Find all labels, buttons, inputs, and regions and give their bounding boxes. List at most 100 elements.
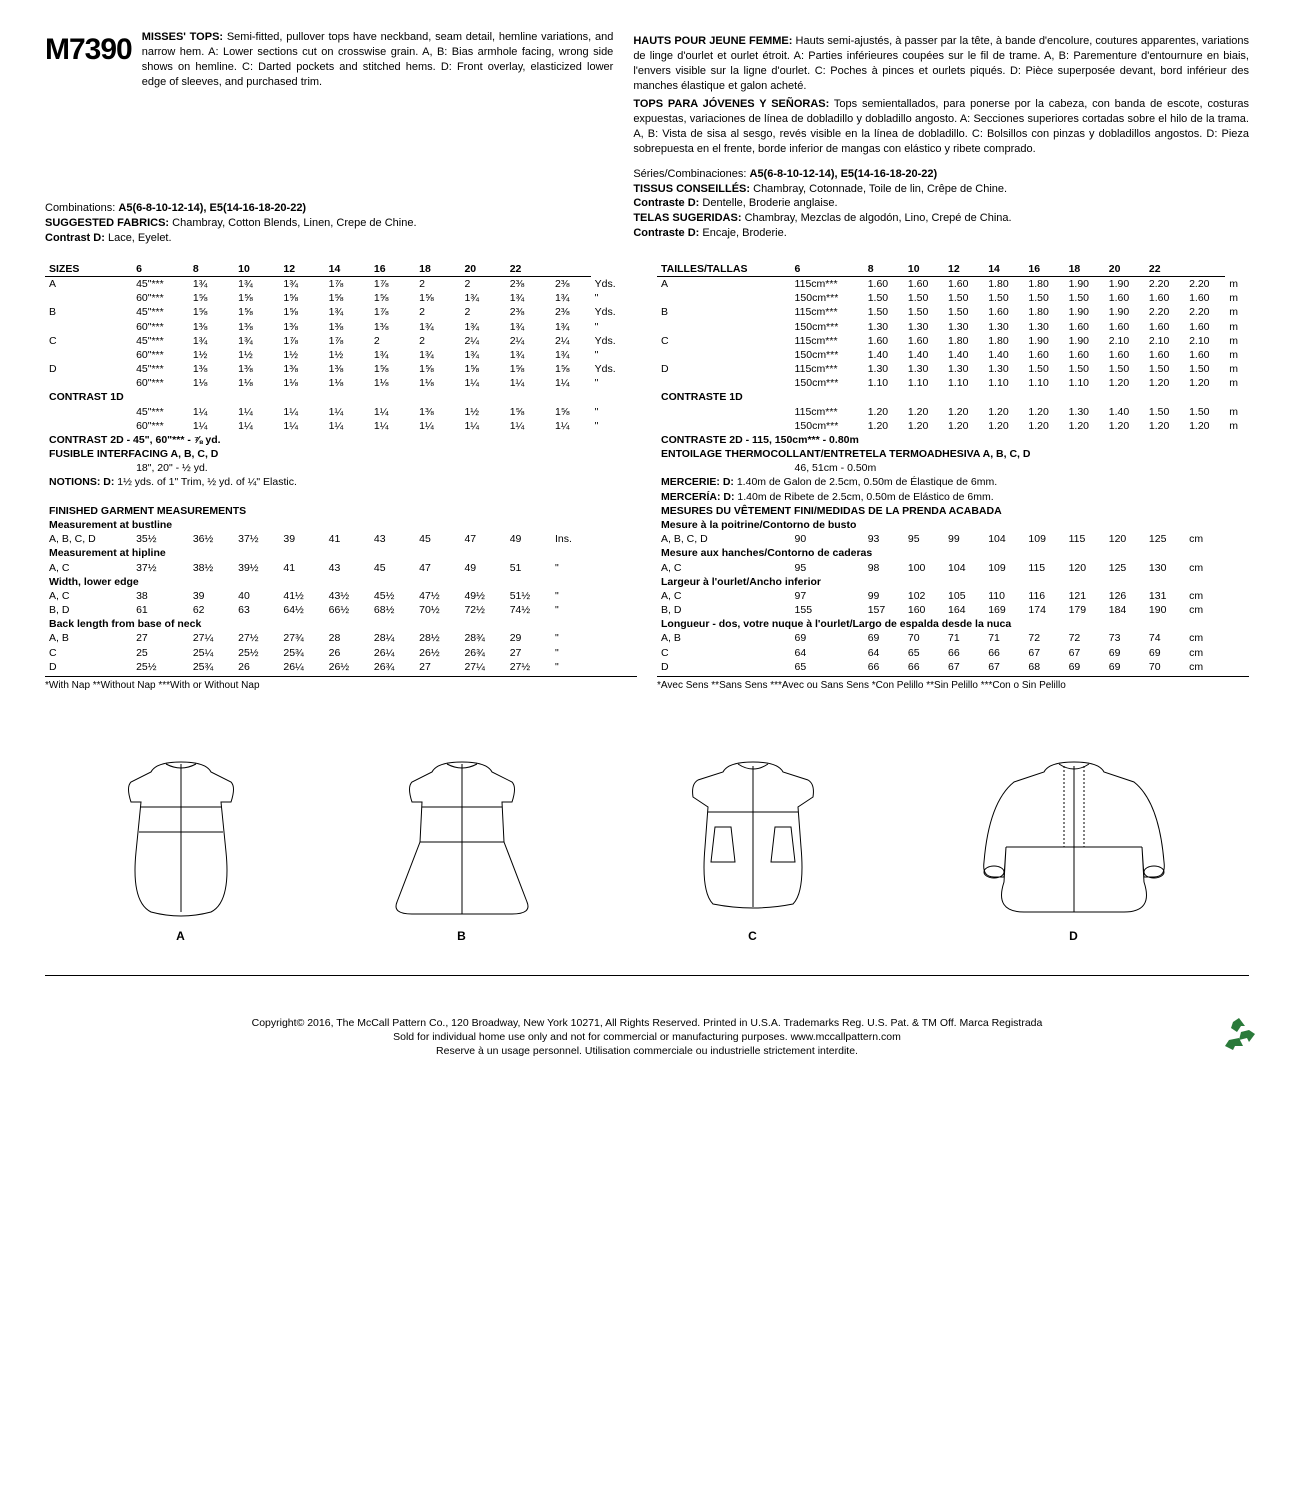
cell: 1¼ <box>234 419 279 433</box>
cell: 26 <box>234 660 279 674</box>
cell: B <box>45 305 132 319</box>
cell: 1⅝ <box>325 291 370 305</box>
cell: Yds. <box>591 305 637 319</box>
cell: 160 <box>904 603 944 617</box>
cell: 1¼ <box>325 405 370 419</box>
cell: 104 <box>944 561 984 575</box>
cell: 27¼ <box>189 631 234 645</box>
cell: B <box>657 305 791 319</box>
cell: 1¾ <box>325 305 370 319</box>
illus-c: C <box>653 752 853 944</box>
cell: 1.90 <box>1105 277 1145 292</box>
cell: 49 <box>506 532 551 546</box>
cell: 37½ <box>234 532 279 546</box>
cell: 155 <box>791 603 864 617</box>
cell: 1⅛ <box>325 376 370 390</box>
contrast2d: CONTRAST 2D - 45", 60"*** - ⅞ yd. <box>45 433 637 447</box>
cell: m <box>1225 405 1249 419</box>
footer-line1: Copyright© 2016, The McCall Pattern Co.,… <box>45 1016 1249 1030</box>
description-block: M7390 MISSES' TOPS: Semi-fitted, pullove… <box>45 30 1249 246</box>
cell: 1.50 <box>1145 362 1185 376</box>
cell: 1.30 <box>864 362 904 376</box>
cell: 27 <box>506 646 551 660</box>
cell: 28 <box>325 631 370 645</box>
cell: 49½ <box>460 589 505 603</box>
cell: 1⅝ <box>279 291 324 305</box>
cell: " <box>591 419 637 433</box>
cell: 2⅜ <box>551 277 591 292</box>
cell: Yds. <box>591 334 637 348</box>
cell: 1⅜ <box>370 320 415 334</box>
cell: A, C <box>45 561 132 575</box>
cell: 1⅜ <box>234 362 279 376</box>
cell: m <box>1225 320 1249 334</box>
cell: 125 <box>1105 561 1145 575</box>
combos-label: Combinations: <box>45 202 115 214</box>
cell: 1⅞ <box>370 277 415 292</box>
cell: 62 <box>189 603 234 617</box>
cell: 2 <box>460 277 505 292</box>
cell: 2 <box>415 334 460 348</box>
cell: 1.60 <box>1185 291 1225 305</box>
cell: m <box>1225 334 1249 348</box>
cell: 1.90 <box>1065 334 1105 348</box>
cell: m <box>1225 362 1249 376</box>
cell: 28¼ <box>370 631 415 645</box>
cell: 1.80 <box>1024 305 1064 319</box>
cell: cm <box>1185 631 1225 645</box>
cell: 1.80 <box>984 334 1024 348</box>
cell: " <box>551 603 591 617</box>
cell: 2¼ <box>460 334 505 348</box>
cell: 47 <box>460 532 505 546</box>
notions-val: 1½ yds. of 1" Trim, ½ yd. of ¼" Elastic. <box>117 476 297 488</box>
cell: 63 <box>234 603 279 617</box>
cell: 1⅞ <box>325 277 370 292</box>
cell: 69 <box>791 631 864 645</box>
cell: 1⅝ <box>506 362 551 376</box>
cell: 1⅜ <box>189 362 234 376</box>
cell: 2 <box>460 305 505 319</box>
cell: 1¼ <box>506 376 551 390</box>
cell: 1.60 <box>1105 348 1145 362</box>
cell: 45"*** <box>132 277 189 292</box>
header-cell: SIZES <box>45 262 132 277</box>
cell: 69 <box>1145 646 1185 660</box>
cell: 1.20 <box>1024 419 1064 433</box>
cell: Yds. <box>591 277 637 292</box>
cell: 1.20 <box>1185 419 1225 433</box>
table-row: 150cm***1.501.501.501.501.501.501.601.60… <box>657 291 1249 305</box>
cell: 120 <box>1105 532 1145 546</box>
table-row: 115cm***1.201.201.201.201.201.301.401.50… <box>657 405 1249 419</box>
cell: 67 <box>1065 646 1105 660</box>
r-width-label: Largeur à l'ourlet/Ancho inferior <box>657 575 1249 589</box>
cell: m <box>1225 277 1249 292</box>
cell: 1.20 <box>904 405 944 419</box>
table-row: A, C9799102105110116121126131cm <box>657 589 1249 603</box>
cell: A, C <box>657 589 791 603</box>
cell: 1⅞ <box>325 334 370 348</box>
cell: 1¼ <box>551 419 591 433</box>
cell: A, B, C, D <box>45 532 132 546</box>
cell: 26½ <box>325 660 370 674</box>
cell: 150cm*** <box>791 376 864 390</box>
table-row: A, B2727¼27½27¾2828¼28½28¾29" <box>45 631 637 645</box>
cell: 1.10 <box>904 376 944 390</box>
cell: 45 <box>415 532 460 546</box>
header-cell: 14 <box>984 262 1024 277</box>
cell: 1⅜ <box>189 320 234 334</box>
cell: cm <box>1185 589 1225 603</box>
cell: 67 <box>1024 646 1064 660</box>
fr-title: HAUTS POUR JEUNE FEMME: <box>633 35 792 47</box>
r-combos-label: Séries/Combinaciones: <box>633 168 746 180</box>
cell: 1¼ <box>279 419 324 433</box>
table-row: 150cm***1.201.201.201.201.201.201.201.20… <box>657 419 1249 433</box>
cell: 1⅜ <box>325 362 370 376</box>
cell: 1.30 <box>904 320 944 334</box>
fabrics-label: SUGGESTED FABRICS: <box>45 217 169 229</box>
fr-fabrics-value: Chambray, Cotonnade, Toile de lin, Crêpe… <box>753 183 1007 195</box>
header-cell: 12 <box>279 262 324 277</box>
pattern-number: M7390 <box>45 30 132 71</box>
cell: D <box>45 660 132 674</box>
cell: 2⅜ <box>506 277 551 292</box>
table-row: D25½25¾2626¼26½26¾2727¼27½" <box>45 660 637 674</box>
